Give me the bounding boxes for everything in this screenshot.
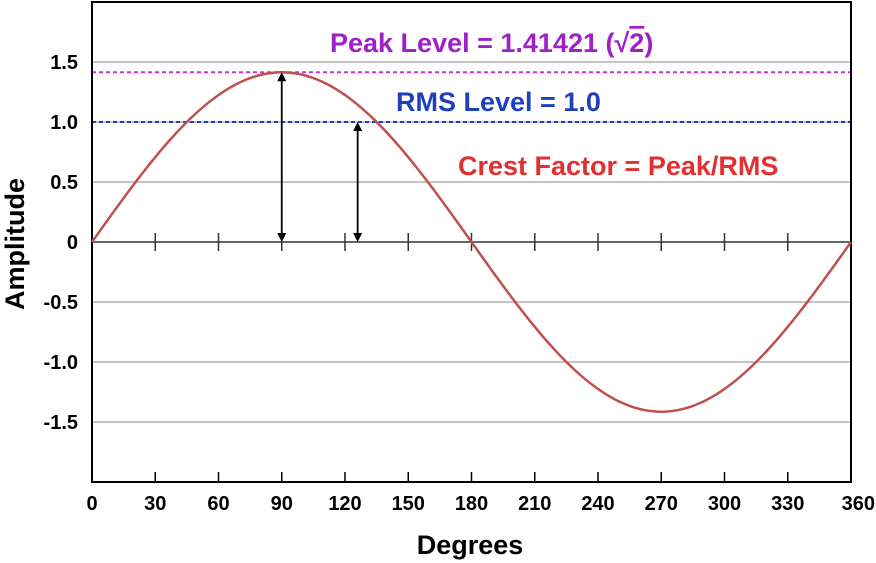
- arrow-head-down: [353, 233, 363, 242]
- sqrt-argument: 2: [629, 28, 644, 58]
- x-tick-label: 180: [455, 493, 488, 515]
- reference-lines: [92, 71, 851, 123]
- x-tick-labels: 0 30 60 90 120 150 180 210 240 270 300 330 360: [86, 493, 875, 515]
- x-tick-label: 0: [86, 493, 97, 515]
- x-tick-label: 120: [328, 493, 361, 515]
- x-tick-label: 210: [518, 493, 551, 515]
- y-axis-title: Amplitude: [0, 178, 30, 310]
- x-tick-label: 90: [271, 493, 293, 515]
- y-tick-label: 0.5: [50, 172, 78, 194]
- y-tick-label: 0: [67, 232, 78, 254]
- peak-level-close: ): [644, 28, 653, 58]
- x-tick-label: 270: [645, 493, 678, 515]
- arrow-head-up: [353, 122, 363, 131]
- y-tick-label: 1.5: [50, 52, 78, 74]
- y-tick-label: 1.0: [50, 112, 78, 134]
- x-axis-title: Degrees: [417, 530, 524, 560]
- arrow-head-down: [277, 233, 287, 242]
- y-tick-label: -0.5: [44, 292, 78, 314]
- crest-factor-annotation: Crest Factor = Peak/RMS: [458, 151, 778, 181]
- x-axis-ticks: [91, 233, 852, 482]
- x-tick-label: 330: [771, 493, 804, 515]
- x-tick-label: 360: [842, 493, 875, 515]
- sqrt-symbol: √: [614, 28, 629, 58]
- series-line: [90, 71, 853, 413]
- y-tick-label: -1.5: [44, 412, 78, 434]
- x-tick-label: 150: [392, 493, 425, 515]
- peak-level-text: Peak Level = 1.41421 (: [330, 28, 614, 58]
- y-tick-label: -1.0: [44, 352, 78, 374]
- x-tick-label: 30: [144, 493, 166, 515]
- y-tick-labels: 1.5 1.0 0.5 0 -0.5 -1.0 -1.5: [44, 52, 78, 434]
- rms-level-annotation: RMS Level = 1.0: [396, 87, 601, 117]
- peak-level-annotation: Peak Level = 1.41421 (√2): [330, 28, 653, 58]
- arrow-head-up: [277, 72, 287, 82]
- amplitude-arrows: [277, 72, 363, 242]
- x-tick-label: 60: [207, 493, 229, 515]
- x-tick-label: 240: [581, 493, 614, 515]
- x-tick-label: 300: [708, 493, 741, 515]
